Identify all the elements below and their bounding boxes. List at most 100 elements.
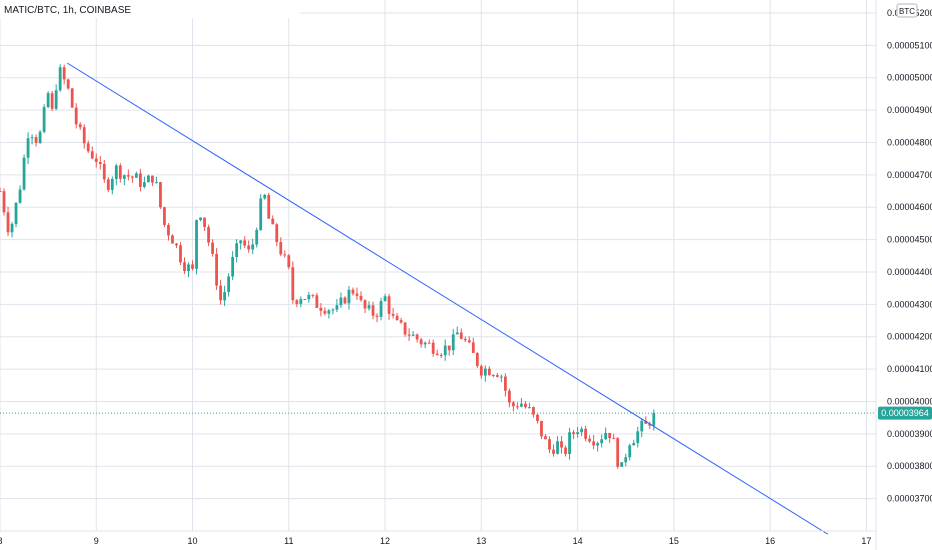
candle-body xyxy=(640,420,644,432)
price-tick-label: 0.00004200 xyxy=(887,332,932,342)
candle-body xyxy=(203,217,206,228)
candle-body xyxy=(491,375,495,377)
candle-body xyxy=(592,441,596,446)
candle-body xyxy=(38,131,42,143)
candle-body xyxy=(106,179,110,190)
last-price-tag: 0.00003964 xyxy=(878,406,932,420)
candle-body xyxy=(395,315,399,321)
candle-body xyxy=(536,414,539,421)
candle-body xyxy=(495,375,499,377)
time-tick-label: 10 xyxy=(188,536,198,546)
candle-body xyxy=(34,137,38,143)
candle-body xyxy=(520,403,523,407)
candle-body xyxy=(187,264,190,272)
candle-body xyxy=(179,245,182,263)
price-tick-label: 0.00004500 xyxy=(887,235,932,245)
candle-body xyxy=(219,285,223,301)
candle-body xyxy=(142,182,146,187)
price-tick-label: 0.00004900 xyxy=(887,105,932,115)
candle-body xyxy=(327,310,331,314)
candle-body xyxy=(14,202,18,224)
candle-body xyxy=(367,305,371,309)
currency-badge[interactable]: BTC xyxy=(896,3,918,18)
candle-body xyxy=(130,176,134,178)
candle-body xyxy=(572,432,575,435)
candle-body xyxy=(580,428,583,433)
candle-body xyxy=(211,242,214,254)
candle-body xyxy=(295,300,299,304)
grid xyxy=(0,0,876,531)
candle-body xyxy=(311,294,315,296)
price-tick-label: 0.00003900 xyxy=(887,429,932,439)
candle-body xyxy=(359,295,363,301)
candle-body xyxy=(171,235,174,244)
price-tick-label: 0.00003800 xyxy=(887,461,932,471)
price-tick-label: 0.00004600 xyxy=(887,202,932,212)
candle-body xyxy=(439,355,443,357)
candle-body xyxy=(612,438,616,440)
price-tick-label: 0.00005100 xyxy=(887,40,932,50)
price-axis[interactable]: 0.00003700 0.00003800 0.00003900 0.00004000… xyxy=(887,8,932,504)
candle-body xyxy=(159,182,162,208)
candle-body xyxy=(371,305,375,316)
time-tick-label: 13 xyxy=(476,536,486,546)
candle-body xyxy=(82,127,86,144)
last-price-label: 0.00003964 xyxy=(881,408,929,418)
candle-body xyxy=(343,297,347,304)
candle-body xyxy=(251,244,255,250)
candle-body xyxy=(544,436,547,440)
candle-body xyxy=(275,224,279,243)
candle-body xyxy=(54,90,58,109)
time-axis[interactable]: 8 9 10 11 12 13 14 15 16 17 xyxy=(0,536,871,546)
candle-body xyxy=(247,245,251,250)
time-tick-label: 17 xyxy=(861,536,871,546)
candle-body xyxy=(279,242,283,255)
candle-body xyxy=(335,305,339,310)
candle-body xyxy=(6,212,10,233)
candle-body xyxy=(576,432,579,435)
time-tick-label: 9 xyxy=(94,536,99,546)
candle-body xyxy=(499,376,503,378)
candle-body xyxy=(26,138,30,158)
candle-body xyxy=(303,299,307,301)
candle-body xyxy=(423,342,427,345)
price-tick-label: 0.00004400 xyxy=(887,267,932,277)
candle-body xyxy=(114,165,118,179)
candle-body xyxy=(259,198,263,230)
candle-body xyxy=(512,402,515,407)
price-tick-label: 0.00004000 xyxy=(887,396,932,406)
currency-badge-label: BTC xyxy=(899,7,915,16)
candle-body xyxy=(415,334,419,340)
candle-body xyxy=(628,445,632,458)
candle-body xyxy=(347,289,351,304)
candle-body xyxy=(355,293,359,296)
price-tick-label: 0.00004100 xyxy=(887,364,932,374)
candle-body xyxy=(22,157,26,190)
candle-body xyxy=(323,310,327,314)
candle-body xyxy=(307,294,311,300)
candle-body xyxy=(407,334,411,336)
candle-body xyxy=(10,223,14,233)
candle-body xyxy=(199,217,202,221)
candle-body xyxy=(267,194,271,219)
candle-body xyxy=(503,376,507,391)
candle-body xyxy=(175,243,178,246)
candles xyxy=(0,64,656,469)
candle-body xyxy=(283,254,287,256)
trendline[interactable] xyxy=(67,62,829,535)
candle-body xyxy=(475,352,479,367)
candle-body xyxy=(122,175,126,179)
candle-body xyxy=(568,432,571,455)
candle-body xyxy=(86,143,90,152)
candle-body xyxy=(632,443,636,446)
candle-body xyxy=(30,137,34,139)
candle-body xyxy=(604,432,608,440)
candle-body xyxy=(608,432,612,439)
candle-body xyxy=(483,368,487,376)
candle-body xyxy=(90,151,94,159)
candle-body xyxy=(18,189,22,203)
candle-body xyxy=(463,338,467,341)
candle-body xyxy=(183,262,186,272)
candle-body xyxy=(207,227,210,243)
